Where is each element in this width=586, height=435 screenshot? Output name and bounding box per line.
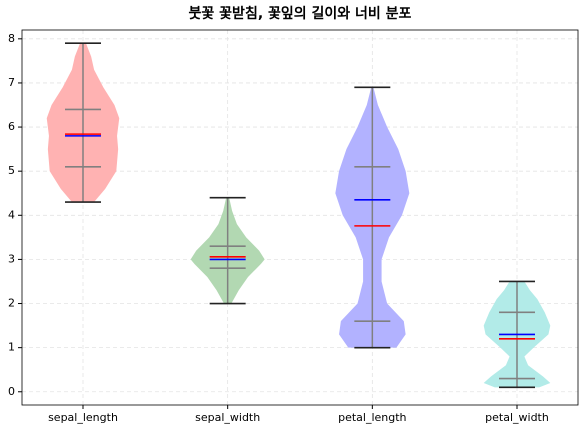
y-tick-label: 5: [8, 164, 15, 177]
x-tick-label: sepal_width: [195, 411, 260, 424]
x-tick-label: petal_length: [338, 411, 406, 424]
y-tick-label: 8: [8, 32, 15, 45]
y-tick-label: 6: [8, 120, 15, 133]
y-tick-label: 4: [8, 208, 15, 221]
chart-title: 붓꽃 꽃받침, 꽃잎의 길이와 너비 분포: [189, 5, 412, 22]
y-tick-label: 7: [8, 76, 15, 89]
y-tick-label: 1: [8, 341, 15, 354]
x-tick-label: petal_width: [485, 411, 549, 424]
y-tick-label: 0: [8, 385, 15, 398]
y-tick-label: 3: [8, 252, 15, 265]
x-tick-label: sepal_length: [48, 411, 118, 424]
y-tick-label: 2: [8, 297, 15, 310]
plot-frame: [21, 29, 579, 406]
